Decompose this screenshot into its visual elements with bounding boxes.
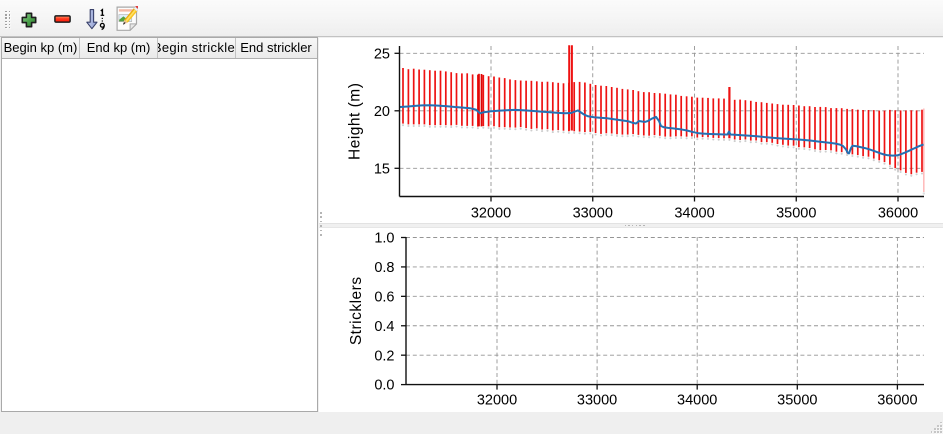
svg-text:20: 20 [374,104,390,120]
svg-text:25: 25 [374,46,390,62]
svg-text:36000: 36000 [877,392,917,408]
svg-text:34000: 34000 [677,392,717,408]
svg-text:0.2: 0.2 [374,348,394,364]
svg-text:36000: 36000 [878,205,918,221]
svg-text:35000: 35000 [776,205,816,221]
svg-text:Stricklers: Stricklers [348,276,365,345]
svg-text:34000: 34000 [674,205,714,221]
svg-text:32000: 32000 [477,392,517,408]
svg-text:35000: 35000 [777,392,817,408]
svg-text:15: 15 [374,161,390,177]
svg-text:33000: 33000 [573,205,613,221]
svg-text:Height (m): Height (m) [347,83,364,160]
svg-text:0.6: 0.6 [374,289,394,305]
svg-text:32000: 32000 [471,205,511,221]
svg-text:0.4: 0.4 [374,319,394,335]
svg-text:0.0: 0.0 [374,378,394,394]
svg-text:33000: 33000 [577,392,617,408]
svg-text:1.0: 1.0 [374,231,394,247]
svg-text:0.8: 0.8 [374,260,394,276]
